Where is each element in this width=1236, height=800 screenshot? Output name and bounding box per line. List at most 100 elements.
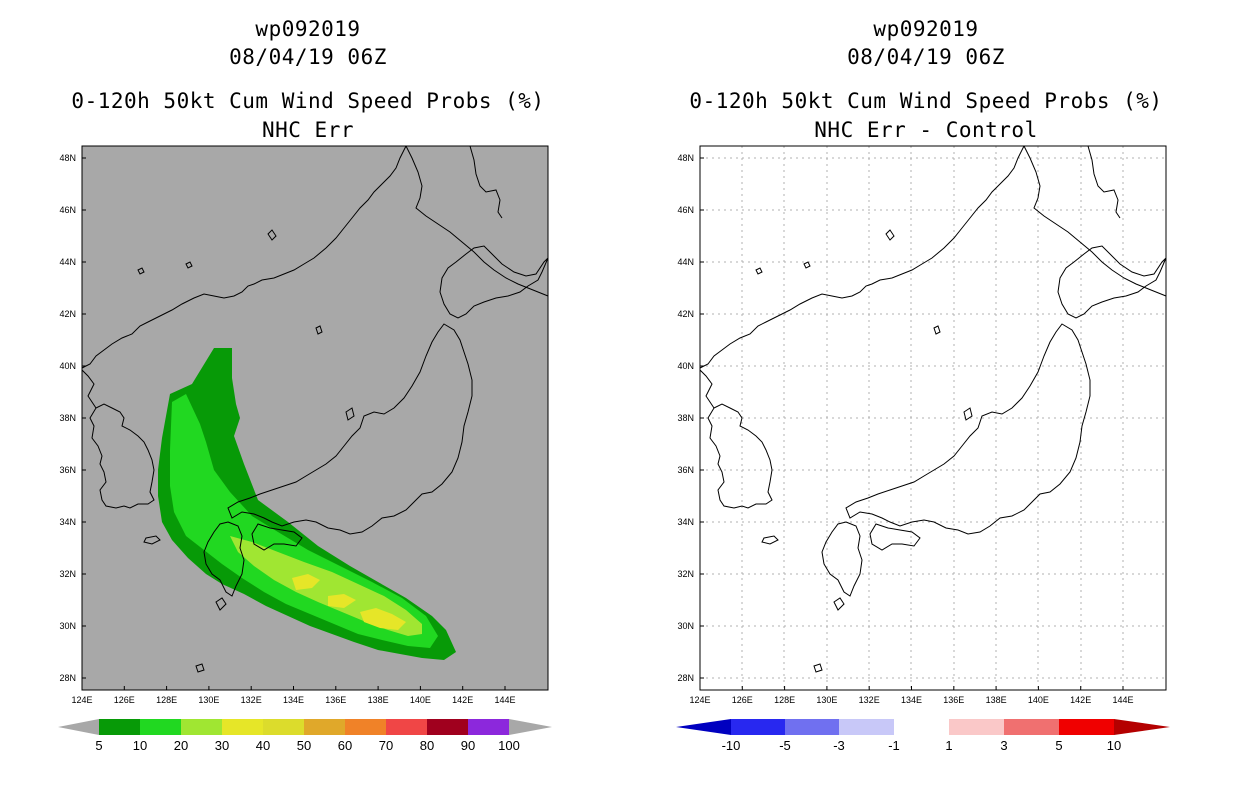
left-colorbar-bin — [345, 719, 386, 735]
left-colorbar-bin — [222, 719, 263, 735]
lon-label: 134E — [283, 695, 304, 705]
lon-label: 126E — [114, 695, 135, 705]
left-colorbar-bin — [99, 719, 140, 735]
lat-label: 30N — [677, 621, 694, 631]
prob-band-30a — [292, 574, 320, 590]
right-colorbar-bin — [1059, 719, 1114, 735]
left-colorbar-bin — [427, 719, 468, 735]
lon-label: 128E — [774, 695, 795, 705]
lat-label: 44N — [59, 257, 76, 267]
left-colorbar-low-arrow — [58, 719, 99, 735]
left-colorbar — [58, 719, 552, 735]
prob-band-30c — [360, 608, 406, 630]
lat-label: 36N — [59, 465, 76, 475]
colorbar-label: 1 — [945, 738, 952, 753]
lon-label: 128E — [156, 695, 177, 705]
colorbar-label: 40 — [256, 738, 270, 753]
colorbar-label: 100 — [498, 738, 520, 753]
left-colorbar-bin — [468, 719, 509, 735]
lat-label: 32N — [59, 569, 76, 579]
lat-label: 28N — [59, 673, 76, 683]
lon-label: 142E — [1070, 695, 1091, 705]
lon-label: 132E — [241, 695, 262, 705]
right-colorbar-bin — [949, 719, 1004, 735]
lat-label: 32N — [677, 569, 694, 579]
colorbar-label: 10 — [1107, 738, 1121, 753]
colorbar-label: 50 — [297, 738, 311, 753]
right-map-panel — [699, 145, 1167, 691]
left-lat-labels: 48N 46N 44N 42N 40N 38N 36N 34N 32N 30N 28N — [59, 153, 86, 683]
colorbar-label: 10 — [133, 738, 147, 753]
left-lon-labels: 124E 126E 128E 130E 132E 134E 136E 138E 140E 142E… — [71, 686, 516, 705]
lon-label: 130E — [816, 695, 837, 705]
lon-label: 132E — [859, 695, 880, 705]
left-title-subtitle: NHC Err — [261, 118, 354, 142]
right-colorbar-bin — [894, 719, 949, 735]
left-colorbar-bin — [304, 719, 345, 735]
colorbar-label: 30 — [215, 738, 229, 753]
lat-label: 40N — [59, 361, 76, 371]
lon-label: 134E — [901, 695, 922, 705]
colorbar-label: 90 — [461, 738, 475, 753]
right-colorbar-low-arrow — [676, 719, 731, 735]
colorbar-label: 80 — [420, 738, 434, 753]
lon-label: 138E — [986, 695, 1007, 705]
lon-label: 138E — [368, 695, 389, 705]
colorbar-label: 20 — [174, 738, 188, 753]
lon-label: 144E — [1112, 695, 1133, 705]
lon-label: 144E — [494, 695, 515, 705]
lat-label: 34N — [677, 517, 694, 527]
left-colorbar-labels: 5 10 20 30 40 50 60 70 80 90 100 — [95, 738, 519, 753]
lat-label: 34N — [59, 517, 76, 527]
right-gridlines — [700, 146, 1166, 690]
lat-label: 40N — [677, 361, 694, 371]
left-title-date: 08/04/19 06Z — [229, 45, 387, 69]
left-colorbar-bin — [140, 719, 181, 735]
left-map-panel — [81, 145, 549, 691]
right-colorbar-bin — [1004, 719, 1059, 735]
left-colorbar-bin — [181, 719, 222, 735]
right-lon-labels: 124E 126E 128E 130E 132E 134E 136E 138E 140E 142E… — [689, 686, 1134, 705]
lon-label: 140E — [410, 695, 431, 705]
lat-label: 42N — [59, 309, 76, 319]
colorbar-label: 5 — [1055, 738, 1062, 753]
left-title-storm: wp092019 — [255, 17, 361, 41]
right-colorbar-high-arrow — [1114, 719, 1170, 735]
left-colorbar-bin — [263, 719, 304, 735]
right-title-subtitle: NHC Err - Control — [814, 118, 1038, 142]
lat-label: 44N — [677, 257, 694, 267]
right-title-storm: wp092019 — [873, 17, 979, 41]
lat-label: 46N — [59, 205, 76, 215]
lat-label: 46N — [677, 205, 694, 215]
lon-label: 140E — [1028, 695, 1049, 705]
right-colorbar-labels: -10 -5 -3 -1 1 3 5 10 — [722, 738, 1122, 753]
lon-label: 142E — [452, 695, 473, 705]
left-colorbar-bin — [386, 719, 427, 735]
lat-label: 48N — [59, 153, 76, 163]
lon-label: 136E — [943, 695, 964, 705]
prob-band-30b — [328, 594, 356, 608]
right-colorbar — [676, 719, 1170, 735]
prob-band-10 — [170, 394, 438, 648]
lat-label: 48N — [677, 153, 694, 163]
right-colorbar-bin — [839, 719, 894, 735]
lat-label: 30N — [59, 621, 76, 631]
lon-label: 124E — [71, 695, 92, 705]
lat-label: 38N — [59, 413, 76, 423]
lat-label: 36N — [677, 465, 694, 475]
right-lat-labels: 48N 46N 44N 42N 40N 38N 36N 34N 32N 30N 28N — [677, 153, 704, 683]
prob-band-5 — [158, 348, 456, 660]
colorbar-label: 5 — [95, 738, 102, 753]
colorbar-label: -1 — [888, 738, 900, 753]
colorbar-label: -10 — [722, 738, 741, 753]
colorbar-label: 70 — [379, 738, 393, 753]
left-title-product: 0-120h 50kt Cum Wind Speed Probs (%) — [71, 89, 545, 113]
lon-label: 124E — [689, 695, 710, 705]
colorbar-label: -5 — [779, 738, 791, 753]
right-title-date: 08/04/19 06Z — [847, 45, 1005, 69]
lon-label: 136E — [325, 695, 346, 705]
colorbar-label: 60 — [338, 738, 352, 753]
colorbar-label: 3 — [1000, 738, 1007, 753]
lat-label: 38N — [677, 413, 694, 423]
